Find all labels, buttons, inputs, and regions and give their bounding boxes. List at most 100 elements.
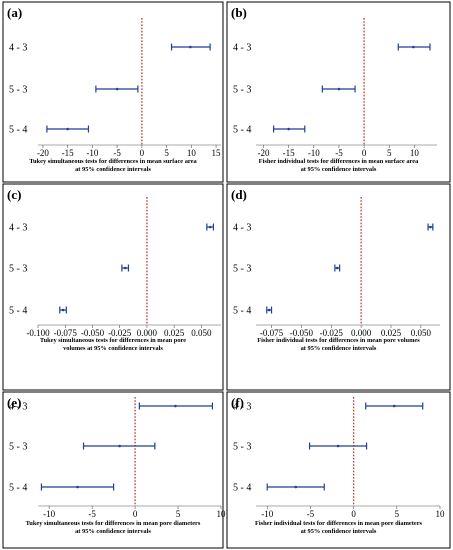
axis-caption-line: volumes at 95% confidence intervals — [63, 345, 163, 352]
estimate-point — [392, 404, 396, 408]
x-tick-label: 15 — [212, 148, 222, 158]
x-tick-label: -5 — [88, 509, 96, 519]
category-label: 5 - 3 — [9, 264, 27, 275]
panel-frame — [2, 183, 224, 391]
estimate-point — [337, 87, 341, 91]
x-tick-label: 5 — [395, 509, 400, 519]
category-label: 5 - 4 — [9, 306, 27, 317]
category-label: 4 - 3 — [9, 43, 27, 54]
panel-frame — [226, 1, 451, 183]
x-tick-label: 0 — [140, 148, 145, 158]
estimate-point — [336, 444, 340, 448]
x-tick-label: -0.075 — [260, 328, 284, 338]
category-label: 5 - 4 — [9, 125, 27, 136]
x-tick-label: -0.075 — [54, 328, 78, 338]
axis-caption-line: Fisher individual tests for differences … — [255, 520, 423, 527]
category-label: 4 - 3 — [233, 43, 251, 54]
panel-label: (a) — [7, 5, 22, 20]
x-tick-label: -0.050 — [290, 328, 314, 338]
x-tick-label: -10 — [308, 148, 320, 158]
axis-caption-line: at 95% confidence intervals — [75, 528, 151, 535]
x-tick-label: 10 — [217, 509, 227, 519]
x-tick-label: 0 — [351, 509, 356, 519]
x-tick-label: 0 — [133, 509, 138, 519]
axis-caption-line: Fisher individual tests for differences … — [257, 337, 420, 344]
x-tick-label: 5 — [176, 509, 181, 519]
x-tick-label: -15 — [283, 148, 295, 158]
axis-caption-line: at 95% confidence intervals — [301, 345, 377, 352]
x-tick-label: -10 — [43, 509, 55, 519]
x-tick-label: 0.000 — [137, 328, 158, 338]
x-tick-label: 0.050 — [411, 328, 432, 338]
axis-caption-line: at 95% confidence intervals — [75, 166, 151, 173]
estimate-point — [76, 485, 79, 489]
x-tick-label: -5 — [307, 509, 315, 519]
x-tick-label: -10 — [86, 148, 98, 158]
panel-a: (a) -20 -15 -10 -5 0 5 10 15 4 - 3 5 - 3 5 - 4 Tukey… — [2, 1, 224, 183]
panel-label: (b) — [231, 5, 247, 20]
axis-caption-line: Tukey simultaneous tests for differences… — [26, 520, 201, 527]
panel-label: (f) — [231, 395, 244, 410]
estimate-point — [412, 45, 415, 49]
panel-label: (e) — [7, 395, 21, 410]
panel-frame — [2, 391, 224, 549]
category-label: 5 - 3 — [233, 85, 251, 96]
estimate-point — [267, 308, 271, 312]
x-tick-label: 10 — [436, 509, 446, 519]
category-label: 4 - 3 — [9, 402, 27, 413]
category-label: 4 - 3 — [233, 402, 251, 413]
panel-e: (e) -10 -5 0 5 10 4 - 3 5 - 3 5 - 4 Tukey simulta… — [2, 391, 227, 549]
x-tick-label: -10 — [261, 509, 273, 519]
panel-b: (b) -20 -15 -10 -5 0 5 10 4 - 3 5 - 3 5 - 4 Fisher … — [226, 1, 451, 183]
x-tick-label: 5 — [164, 148, 169, 158]
estimate-point — [189, 45, 192, 49]
x-tick-label: 0 — [362, 148, 367, 158]
axis-caption-line: Tukey simultaneous tests for differences… — [40, 337, 186, 344]
x-tick-label: 10 — [187, 148, 197, 158]
panel-f: (f) -10 -5 0 5 10 4 - 3 5 - 3 5 - 4 Fisher indivi… — [226, 391, 451, 549]
x-tick-label: 5 — [387, 148, 392, 158]
x-tick-label: -20 — [37, 148, 49, 158]
category-label: 5 - 4 — [233, 125, 251, 136]
panel-c: (c) -0.100 -0.075 -0.050 -0.025 0.000 0.025 0.0… — [2, 183, 224, 391]
category-label: 5 - 4 — [233, 483, 251, 494]
category-label: 4 - 3 — [233, 223, 251, 234]
x-tick-label: 0.000 — [351, 328, 372, 338]
estimate-point — [61, 308, 65, 312]
x-tick-label: -20 — [258, 148, 270, 158]
axis-caption-line: Fisher individual tests for differences … — [259, 158, 419, 165]
estimate-point — [335, 266, 339, 270]
category-label: 5 - 3 — [9, 442, 27, 453]
panel-frame — [226, 183, 451, 391]
estimate-point — [287, 127, 290, 131]
panel-frame — [226, 391, 451, 549]
estimate-point — [123, 266, 127, 270]
axis-caption-line: at 95% confidence intervals — [301, 528, 377, 535]
category-label: 5 - 4 — [233, 306, 251, 317]
x-tick-label: -0.025 — [108, 328, 132, 338]
category-label: 5 - 3 — [9, 85, 27, 96]
x-tick-label: -15 — [62, 148, 74, 158]
estimate-point — [118, 444, 121, 448]
estimate-point — [174, 404, 177, 408]
category-label: 4 - 3 — [9, 223, 27, 234]
axis-caption-line: at 95% confidence intervals — [301, 166, 377, 173]
x-tick-label: -0.050 — [81, 328, 105, 338]
x-tick-label: -5 — [113, 148, 121, 158]
estimate-point — [294, 485, 298, 489]
estimate-point — [66, 127, 69, 131]
x-tick-label: 0.025 — [381, 328, 402, 338]
panel-d: (d) -0.075 -0.050 -0.025 0.000 0.025 0.050 4 - … — [226, 183, 451, 391]
x-tick-label: -0.100 — [26, 328, 50, 338]
category-label: 5 - 3 — [233, 264, 251, 275]
panel-label: (d) — [231, 187, 247, 202]
category-label: 5 - 3 — [233, 442, 251, 453]
axis-caption-line: Tukey simultaneous tests for differences… — [29, 158, 197, 165]
category-label: 5 - 4 — [9, 483, 27, 494]
x-tick-label: 0.025 — [164, 328, 185, 338]
panel-label: (c) — [7, 187, 21, 202]
estimate-point — [429, 225, 432, 229]
x-tick-label: -0.025 — [320, 328, 344, 338]
estimate-point — [115, 87, 119, 91]
